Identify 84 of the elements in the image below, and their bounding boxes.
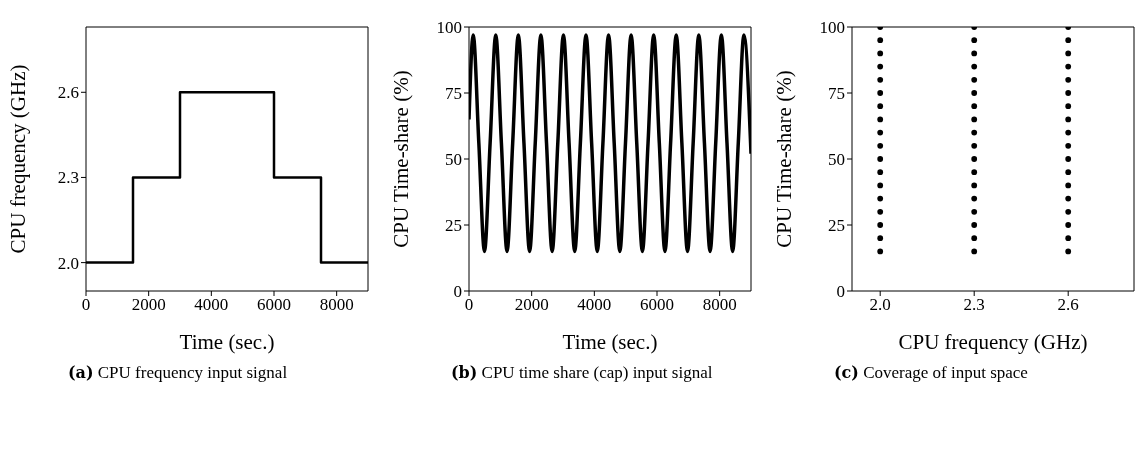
y-tick-label: 25 [445,216,462,236]
y-tick-label: 2.3 [57,168,79,188]
point [877,50,884,57]
y-tick-label: 100 [819,18,845,38]
x-tick-label: 2000 [514,295,549,315]
point [1065,129,1072,136]
y-tick-label: 100 [436,18,462,38]
x-tick-label: 6000 [640,295,674,315]
point [877,129,884,136]
point [1065,50,1072,57]
x-tick-label: 4000 [577,295,612,315]
point [1065,156,1072,162]
point [1065,195,1072,202]
point [877,235,884,242]
x-tick-label: 2.3 [963,295,985,315]
point [971,222,978,228]
x-tick-label: 2.6 [1057,295,1079,315]
point [877,103,884,110]
point [1065,235,1072,242]
y-tick-label: 25 [828,216,845,236]
point [971,76,978,83]
point [971,195,978,202]
point [971,50,978,57]
point [1065,76,1072,83]
point [877,90,884,96]
x-tick-label: 2.0 [869,295,891,315]
y-tick-label: 2.0 [57,253,79,273]
text: (c) Coverage of input space [834,363,1028,382]
point [1065,182,1072,189]
y-tick-label: 0 [836,282,845,302]
point [877,195,884,202]
point [971,116,978,123]
y-tick-label: 50 [828,150,845,170]
point [971,129,978,136]
point [877,182,884,189]
y-tick-label: 75 [445,84,462,104]
point [1065,142,1072,149]
y-axis-title: CPU frequency (GHz) [6,64,31,254]
point [971,248,978,255]
y-tick-label: 50 [445,150,462,170]
point [1065,103,1072,110]
point [971,63,978,70]
y-axis-title: CPU Time-share (%) [772,70,797,248]
y-axis-title: CPU Time-share (%) [389,70,414,248]
point [971,235,978,242]
point [971,169,978,176]
point [971,90,978,96]
text: (b) CPU time share (cap) input signal [451,363,713,382]
point [971,208,978,215]
y-tick-label: 2.6 [57,83,79,103]
x-tick-label: 2000 [131,295,166,315]
point [877,222,884,228]
point [1065,90,1072,96]
point [1065,222,1072,228]
point [971,37,978,44]
x-axis-title: Time (sec.) [179,330,275,354]
point [1065,63,1072,70]
point [971,156,978,162]
y-tick-label: 0 [453,282,462,302]
point [877,142,884,149]
point [1065,208,1072,215]
x-tick-label: 6000 [257,295,291,315]
x-axis-title: CPU frequency (GHz) [898,330,1088,354]
point [877,156,884,162]
point [971,103,978,110]
x-tick-label: 8000 [319,295,354,315]
point [971,182,978,189]
point [877,116,884,123]
y-tick-label: 75 [828,84,845,104]
point [877,37,884,44]
point [971,142,978,149]
point [1065,37,1072,44]
point [1065,169,1072,176]
point [1065,248,1072,255]
point [877,76,884,83]
x-axis-title: Time (sec.) [562,330,658,354]
point [877,208,884,215]
x-tick-label: 8000 [702,295,737,315]
text: (a) CPU frequency input signal [68,363,288,382]
point [877,63,884,70]
point [1065,116,1072,123]
x-tick-label: 4000 [194,295,229,315]
point [877,248,884,255]
point [877,169,884,176]
